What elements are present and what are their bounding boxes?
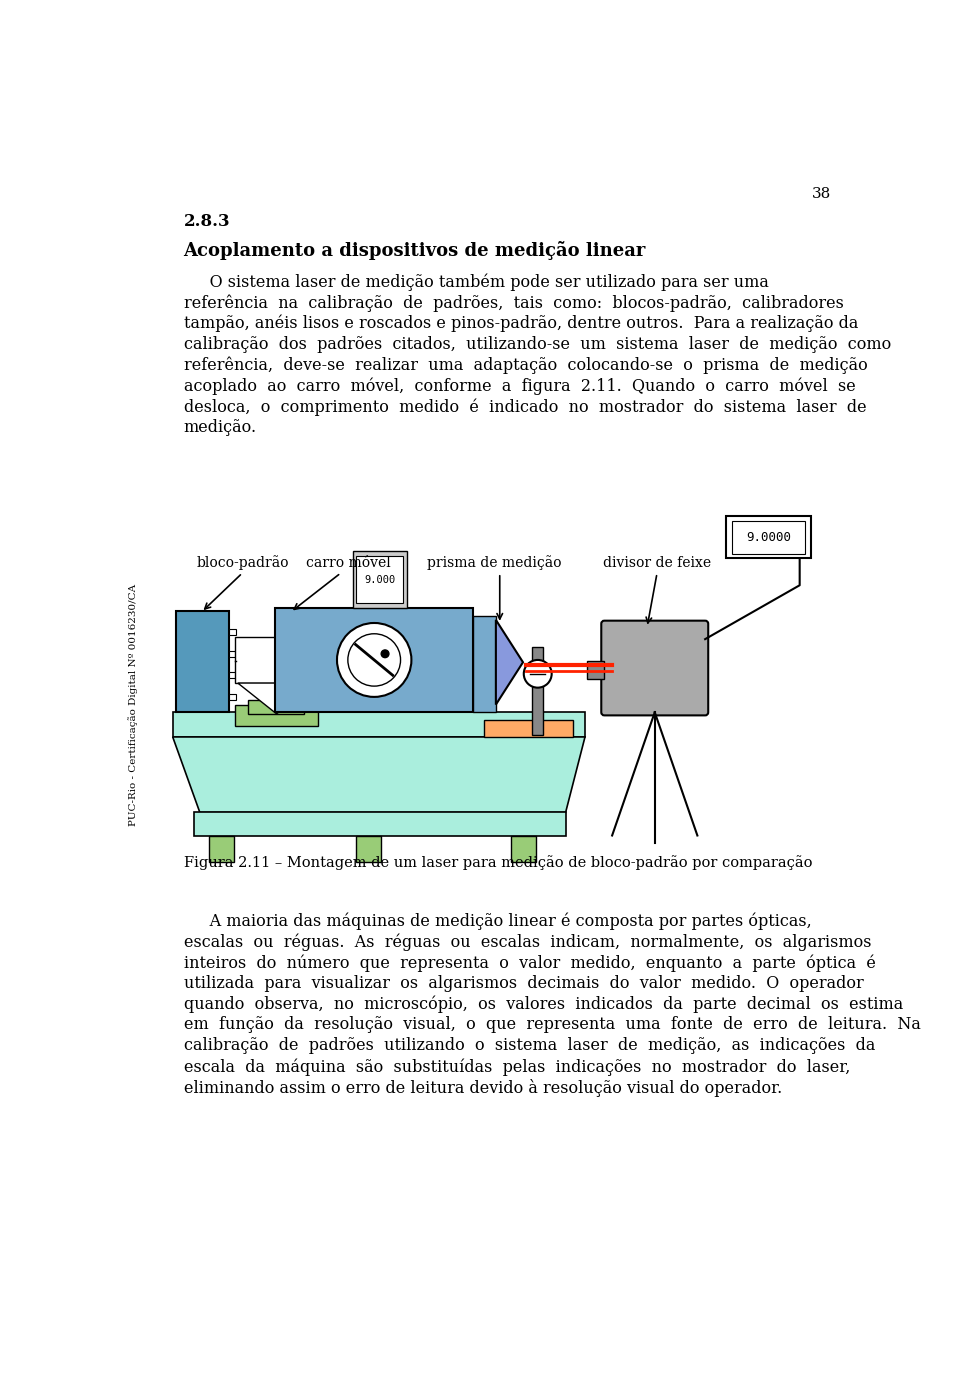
Text: 9.000: 9.000 — [364, 575, 396, 585]
Text: escala  da  máquina  são  substituídas  pelas  indicações  no  mostrador  do  la: escala da máquina são substituídas pelas… — [183, 1058, 850, 1075]
FancyBboxPatch shape — [234, 636, 319, 683]
Text: escalas  ou  réguas.  As  réguas  ou  escalas  indicam,  normalmente,  os  algar: escalas ou réguas. As réguas ou escalas … — [183, 933, 871, 951]
FancyBboxPatch shape — [228, 629, 236, 635]
Text: referência  na  calibração  de  padrões,  tais  como:  blocos-padrão,  calibrado: referência na calibração de padrões, tai… — [183, 294, 844, 312]
FancyBboxPatch shape — [228, 694, 236, 700]
Text: 9.0000: 9.0000 — [746, 531, 791, 544]
Text: calibração  dos  padrões  citados,  utilizando-se  um  sistema  laser  de  mediç: calibração dos padrões citados, utilizan… — [183, 335, 891, 353]
Text: divisor de feixe: divisor de feixe — [603, 556, 711, 570]
Polygon shape — [496, 620, 523, 705]
Text: Figura 2.11 – Montagem de um laser para medição de bloco-padrão por comparação: Figura 2.11 – Montagem de um laser para … — [183, 854, 812, 869]
FancyBboxPatch shape — [532, 647, 543, 736]
Text: carro móvel: carro móvel — [306, 556, 391, 570]
FancyBboxPatch shape — [356, 556, 403, 603]
Text: acoplado  ao  carro  móvel,  conforme  a  figura  2.11.  Quando  o  carro  móvel: acoplado ao carro móvel, conforme a figu… — [183, 377, 855, 395]
Text: O sistema laser de medição também pode ser utilizado para ser uma: O sistema laser de medição também pode s… — [183, 273, 768, 291]
Polygon shape — [238, 683, 315, 713]
FancyBboxPatch shape — [228, 672, 236, 679]
Circle shape — [524, 660, 552, 687]
FancyBboxPatch shape — [732, 520, 805, 553]
Text: 38: 38 — [812, 188, 831, 201]
FancyBboxPatch shape — [512, 835, 537, 862]
Text: quando  observa,  no  microscópio,  os  valores  indicados  da  parte  decimal  : quando observa, no microscópio, os valor… — [183, 995, 902, 1013]
FancyBboxPatch shape — [352, 551, 407, 609]
Text: Acoplamento a dispositivos de medição linear: Acoplamento a dispositivos de medição li… — [183, 241, 646, 259]
FancyBboxPatch shape — [209, 835, 234, 862]
Text: utilizada  para  visualizar  os  algarismos  decimais  do  valor  medido.  O  op: utilizada para visualizar os algarismos … — [183, 974, 863, 992]
Text: 2.8.3: 2.8.3 — [183, 214, 230, 230]
FancyBboxPatch shape — [588, 661, 605, 679]
Text: prisma de medição: prisma de medição — [427, 555, 562, 570]
Text: em  função  da  resolução  visual,  o  que  representa  uma  fonte  de  erro  de: em função da resolução visual, o que rep… — [183, 1017, 921, 1034]
Circle shape — [381, 650, 389, 658]
Text: calibração  de  padrões  utilizando  o  sistema  laser  de  medição,  as  indica: calibração de padrões utilizando o siste… — [183, 1038, 875, 1054]
Text: eliminando assim o erro de leitura devido à resolução visual do operador.: eliminando assim o erro de leitura devid… — [183, 1079, 781, 1097]
Text: A maioria das máquinas de medição linear é composta por partes ópticas,: A maioria das máquinas de medição linear… — [183, 912, 811, 930]
FancyBboxPatch shape — [601, 621, 708, 715]
Polygon shape — [173, 737, 585, 813]
FancyBboxPatch shape — [726, 516, 811, 559]
Text: referência,  deve-se  realizar  uma  adaptação  colocando-se  o  prisma  de  med: referência, deve-se realizar uma adaptaç… — [183, 356, 867, 374]
FancyBboxPatch shape — [472, 615, 496, 712]
FancyBboxPatch shape — [484, 720, 573, 737]
Text: tampão, anéis lisos e roscados e pinos-padrão, dentre outros.  Para a realização: tampão, anéis lisos e roscados e pinos-p… — [183, 315, 858, 333]
FancyBboxPatch shape — [194, 813, 565, 835]
Text: desloca,  o  comprimento  medido  é  indicado  no  mostrador  do  sistema  laser: desloca, o comprimento medido é indicado… — [183, 399, 866, 415]
FancyBboxPatch shape — [234, 705, 319, 726]
Text: inteiros  do  número  que  representa  o  valor  medido,  enquanto  a  parte  óp: inteiros do número que representa o valo… — [183, 954, 876, 972]
Text: bloco-padrão: bloco-padrão — [196, 555, 289, 570]
Text: medição.: medição. — [183, 420, 256, 436]
FancyBboxPatch shape — [228, 651, 236, 657]
Circle shape — [337, 622, 412, 697]
FancyBboxPatch shape — [176, 611, 228, 712]
FancyBboxPatch shape — [248, 700, 303, 713]
FancyBboxPatch shape — [275, 609, 472, 712]
FancyBboxPatch shape — [173, 712, 585, 737]
FancyBboxPatch shape — [356, 835, 381, 862]
Text: PUC-Rio - Certificação Digital Nº 0016230/CA: PUC-Rio - Certificação Digital Nº 001623… — [129, 584, 138, 825]
